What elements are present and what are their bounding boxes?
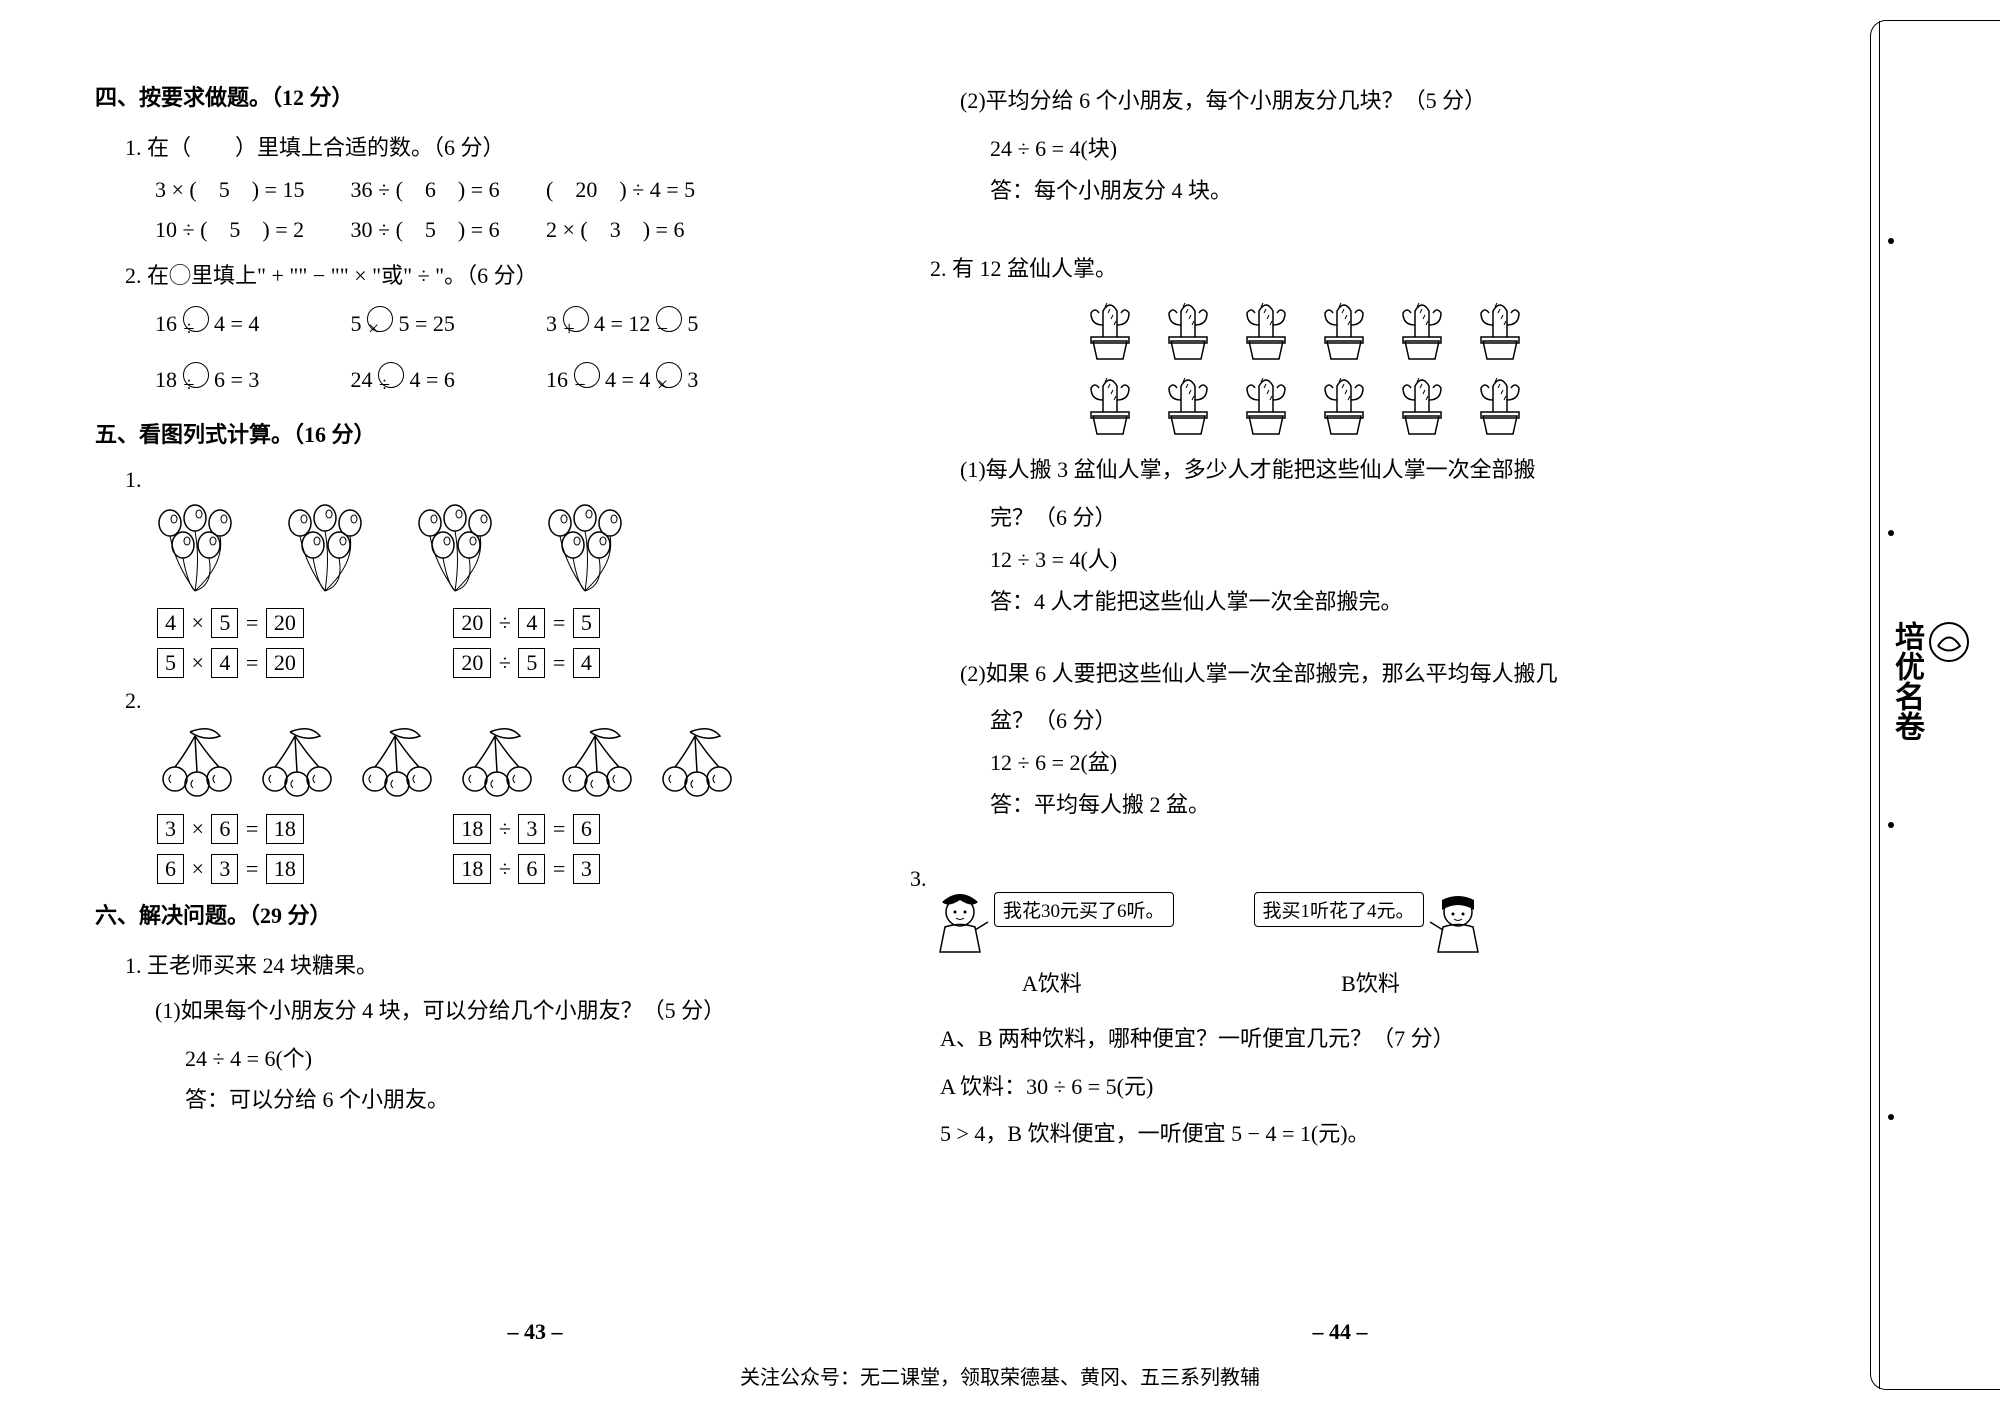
sec4-q1-row2: 10 ÷ ( 5 ) = 2 30 ÷ ( 5 ) = 6 2 × ( 3 ) … xyxy=(155,212,840,244)
drink-a-label: A饮料 xyxy=(1022,966,1082,998)
speech-b: 我买1听花了4元。 xyxy=(1254,892,1424,927)
cactus-row xyxy=(1000,293,1620,449)
sec6-q2-title: 2. 有 12 盆仙人掌。 xyxy=(930,251,1720,283)
op-circle: − xyxy=(656,306,682,332)
sec6-q2-2-q2: 盆？（6 分） xyxy=(990,700,1720,742)
op-circle: × xyxy=(656,362,682,388)
section4-title: 四、按要求做题。（12 分） xyxy=(95,80,840,112)
drink-row: 我花30元买了6听。 A饮料 我买1听花了4元。 xyxy=(930,892,1720,998)
sec4-q2-row2: 18 ÷ 6 = 3 24 ÷ 4 = 6 16 − 4 = 4 × 3 xyxy=(155,356,840,404)
sec5-q1-eqrow2: 5 × 4 = 20 20 ÷ 5 = 4 xyxy=(155,648,840,678)
sec6-q2-2-ans: 答：平均每人搬 2 盆。 xyxy=(990,784,1720,826)
balloon-row xyxy=(155,503,840,598)
op-circle: ÷ xyxy=(183,306,209,332)
vertical-brand-label: 培优名卷 xyxy=(1884,621,1970,741)
sec6-q3-q: A、B 两种饮料，哪种便宜？一听便宜几元？（7 分） xyxy=(940,1018,1720,1060)
sec6-q3-label: 3. xyxy=(910,866,1720,892)
sec6-q1-2-ans: 答：每个小朋友分 4 块。 xyxy=(990,170,1720,212)
sec6-q2-2-q: (2)如果 6 人要把这些仙人掌一次全部搬完，那么平均每人搬几 xyxy=(960,653,1720,695)
op-circle: × xyxy=(367,306,393,332)
sec4-q2-title: 2. 在◯里填上" + "" − "" × "或" ÷ "。（6 分） xyxy=(125,258,840,290)
child-b-icon xyxy=(1428,892,1488,962)
sec5-q1-eqrow1: 4 × 5 = 20 20 ÷ 4 = 5 xyxy=(155,608,840,638)
sec4-q2-row1: 16 ÷ 4 = 4 5 × 5 = 25 3 + 4 = 12 − 5 xyxy=(155,300,840,348)
sec6-q3-calc2: 5 > 4，B 饮料便宜，一听便宜 5 − 4 = 1(元)。 xyxy=(940,1113,1720,1155)
drink-b-block: 我买1听花了4元。 B饮料 xyxy=(1254,892,1488,998)
drink-a-block: 我花30元买了6听。 A饮料 xyxy=(930,892,1174,998)
sec6-q1-1-calc: 24 ÷ 4 = 6(个) xyxy=(185,1038,840,1080)
sec6-q1-title: 1. 王老师买来 24 块糖果。 xyxy=(125,948,840,980)
op-circle: − xyxy=(574,362,600,388)
pagenum-right: – 44 – xyxy=(900,1319,1780,1345)
cherry-row xyxy=(155,724,840,804)
section5-title: 五、看图列式计算。（16 分） xyxy=(95,417,840,449)
child-a-icon xyxy=(930,892,990,962)
sec5-q2-eqrow2: 6 × 3 = 18 18 ÷ 6 = 3 xyxy=(155,854,840,884)
sec6-q1-2-q: (2)平均分给 6 个小朋友，每个小朋友分几块？（5 分） xyxy=(960,80,1720,122)
sec6-q1-1-q: (1)如果每个小朋友分 4 块，可以分给几个小朋友？（5 分） xyxy=(155,990,840,1032)
cherries-icon xyxy=(155,724,775,804)
sec6-q1-2-calc: 24 ÷ 6 = 4(块) xyxy=(990,128,1720,170)
sec4-q1-title: 1. 在（ ）里填上合适的数。（6 分） xyxy=(125,130,840,162)
sec5-q2-label: 2. xyxy=(125,688,840,714)
speech-a: 我花30元买了6听。 xyxy=(994,892,1174,927)
sec6-q2-1-q: (1)每人搬 3 盆仙人掌，多少人才能把这些仙人掌一次全部搬 xyxy=(960,449,1720,491)
cactus-icon xyxy=(1075,293,1545,443)
sec6-q2-1-ans: 答：4 人才能把这些仙人掌一次全部搬完。 xyxy=(990,581,1720,623)
sec6-q2-1-calc: 12 ÷ 3 = 4(人) xyxy=(990,539,1720,581)
sec6-q1-1-ans: 答：可以分给 6 个小朋友。 xyxy=(185,1079,840,1121)
section6-title: 六、解决问题。（29 分） xyxy=(95,898,840,930)
sec6-q2-2-calc: 12 ÷ 6 = 2(盆) xyxy=(990,742,1720,784)
side-decoration: 培优名卷 xyxy=(1870,20,2000,1390)
brand-logo-icon xyxy=(1928,621,1970,663)
sec6-q3-calc1: A 饮料：30 ÷ 6 = 5(元) xyxy=(940,1066,1720,1108)
op-circle: ÷ xyxy=(378,362,404,388)
sec6-q2-1-q2: 完？（6 分） xyxy=(990,497,1720,539)
sec5-q1-label: 1. xyxy=(125,467,840,493)
sec5-q2-eqrow1: 3 × 6 = 18 18 ÷ 3 = 6 xyxy=(155,814,840,844)
op-circle: ÷ xyxy=(183,362,209,388)
footer-note: 关注公众号：无二课堂，领取荣德基、黄冈、五三系列教辅 xyxy=(0,1361,2000,1390)
drink-b-label: B饮料 xyxy=(1341,966,1400,998)
balloons-icon xyxy=(155,503,675,598)
worksheet-page: 四、按要求做题。（12 分） 1. 在（ ）里填上合适的数。（6 分） 3 × … xyxy=(0,0,2000,1415)
right-column: (2)平均分给 6 个小朋友，每个小朋友分几块？（5 分） 24 ÷ 6 = 4… xyxy=(880,0,1760,1415)
sec4-q1-row1: 3 × ( 5 ) = 15 36 ÷ ( 6 ) = 6 ( 20 ) ÷ 4… xyxy=(155,172,840,204)
left-column: 四、按要求做题。（12 分） 1. 在（ ）里填上合适的数。（6 分） 3 × … xyxy=(0,0,880,1415)
pagenum-left: – 43 – xyxy=(95,1319,975,1345)
op-circle: + xyxy=(563,306,589,332)
